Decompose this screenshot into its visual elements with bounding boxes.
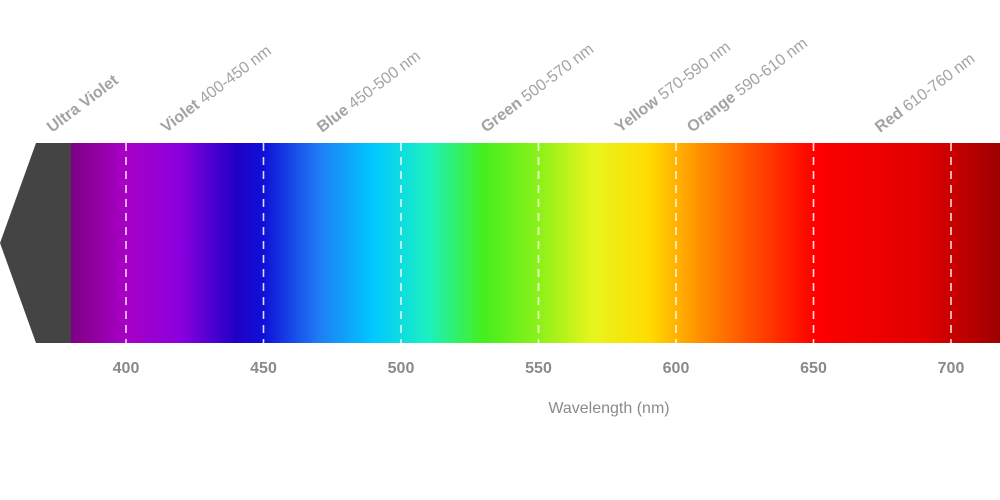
tick-label-400: 400 [113, 360, 140, 377]
band-label-yellow: Yellow 570-590 nm [612, 39, 734, 137]
band-label-blue: Blue 450-500 nm [314, 48, 424, 137]
band-labels: Ultra Violet Violet 400-450 nm Blue 450-… [44, 35, 978, 136]
spectrum-bar [71, 143, 1000, 343]
tick-label-700: 700 [938, 360, 965, 377]
tick-label-500: 500 [388, 360, 415, 377]
band-label-green: Green 500-570 nm [478, 41, 597, 136]
tick-label-450: 450 [250, 360, 277, 377]
axis-tick-labels: 400 450 500 550 600 650 700 [113, 360, 965, 377]
tick-label-600: 600 [663, 360, 690, 377]
band-boundary-lines [125, 143, 952, 343]
tick-label-550: 550 [525, 360, 552, 377]
band-label-red: Red 610-760 nm [872, 50, 978, 136]
axis-title: Wavelength (nm) [548, 400, 669, 417]
ultra-violet-block [0, 143, 71, 343]
band-label-ultra-violet: Ultra Violet [44, 72, 122, 137]
tick-label-650: 650 [800, 360, 827, 377]
band-label-violet: Violet 400-450 nm [158, 43, 275, 137]
band-label-orange: Orange 590-610 nm [684, 35, 811, 136]
